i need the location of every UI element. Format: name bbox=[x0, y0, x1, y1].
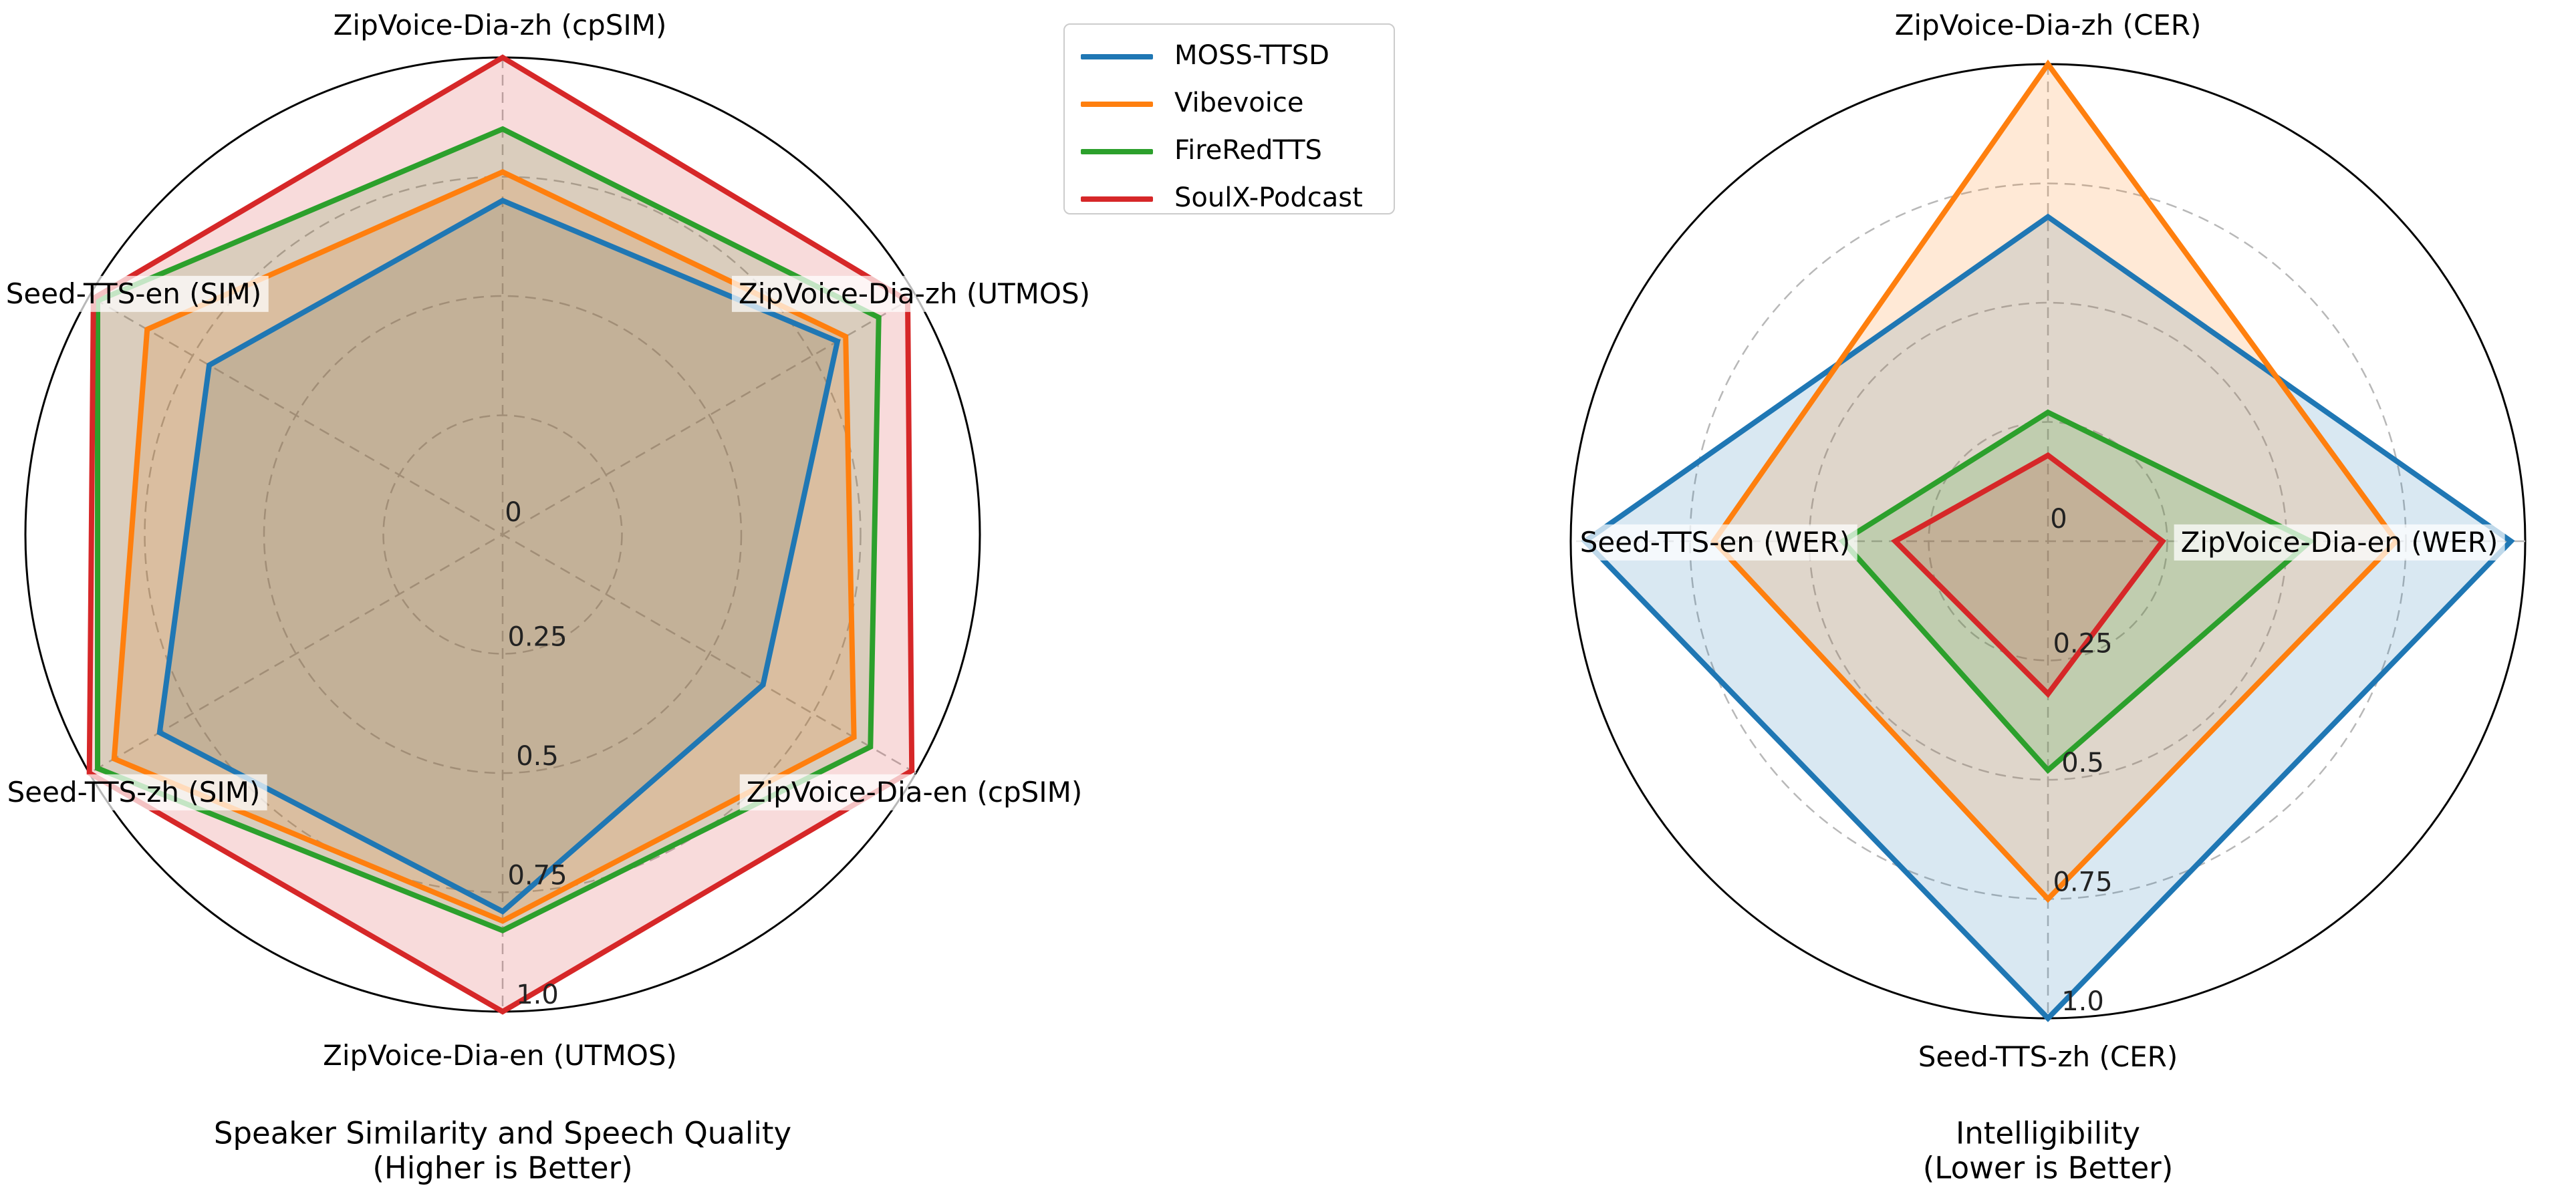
legend-item-moss-ttsd: MOSS-TTSD bbox=[1065, 40, 1394, 71]
tick-label-0: 0 bbox=[505, 497, 521, 528]
tick-label-0.75: 0.75 bbox=[507, 861, 567, 891]
tick-label-0.75: 0.75 bbox=[2053, 867, 2112, 898]
axis-label-zipvoice-dia-en-cpsim: ZipVoice-Dia-en (cpSIM) bbox=[739, 774, 1089, 811]
axis-label-zipvoice-dia-zh-utmos: ZipVoice-Dia-zh (UTMOS) bbox=[731, 275, 1098, 313]
chart-title-intelligibility: Intelligibility bbox=[1955, 1115, 2141, 1151]
series-fill-soulx-podcast bbox=[1895, 455, 2163, 694]
series-line-vibevoice bbox=[111, 168, 857, 924]
series-fill-vibevoice bbox=[114, 172, 854, 921]
tick-label-1.0: 1.0 bbox=[516, 980, 559, 1010]
series-line-soulx-podcast bbox=[1890, 452, 2167, 698]
series-fill-soulx-podcast bbox=[89, 57, 912, 1012]
series-fill-fireredtts bbox=[1843, 412, 2311, 770]
series-line-fireredtts bbox=[1838, 409, 2315, 774]
tick-label-0.25: 0.25 bbox=[507, 622, 567, 653]
chart-title-speaker-similarity-and-speech-quality: Speaker Similarity and Speech Quality bbox=[213, 1115, 792, 1151]
legend-label-vibevoice: Vibevoice bbox=[1174, 88, 1304, 118]
series-fill-moss-ttsd bbox=[1585, 216, 2511, 1018]
chart-subtitle-higher-is-better: (Higher is Better) bbox=[372, 1150, 633, 1186]
series-fill-fireredtts bbox=[98, 129, 879, 931]
axis-label-seed-tts-zh-cer: Seed-TTS-zh (CER) bbox=[1911, 1038, 2185, 1076]
series-line-moss-ttsd bbox=[1581, 213, 2515, 1022]
legend: MOSS-TTSD Vibevoice FireRedTTS SoulX-Podcas… bbox=[1063, 23, 1395, 214]
legend-item-vibevoice: Vibevoice bbox=[1065, 88, 1394, 118]
axis-label-seed-tts-zh-sim: Seed-TTS-zh (SIM) bbox=[0, 774, 267, 811]
spoke-gridline bbox=[89, 295, 916, 774]
series-line-vibevoice bbox=[1710, 59, 2400, 903]
axis-label-zipvoice-dia-zh-cpsim: ZipVoice-Dia-zh (cpSIM) bbox=[326, 7, 674, 44]
tick-label-1.0: 1.0 bbox=[2061, 986, 2104, 1017]
axis-label-zipvoice-dia-zh-cer: ZipVoice-Dia-zh (CER) bbox=[1888, 7, 2208, 44]
axis-label-seed-tts-en-sim: Seed-TTS-en (SIM) bbox=[0, 275, 269, 313]
tick-label-0.5: 0.5 bbox=[2061, 748, 2104, 778]
axis-label-seed-tts-en-wer: Seed-TTS-en (WER) bbox=[1573, 524, 1857, 561]
legend-line-icon-fireredtts bbox=[1081, 149, 1153, 154]
tick-label-0: 0 bbox=[2050, 504, 2067, 535]
legend-label-moss-ttsd: MOSS-TTSD bbox=[1174, 40, 1329, 71]
series-fill-moss-ttsd bbox=[159, 200, 838, 912]
axis-label-zipvoice-dia-en-wer: ZipVoice-Dia-en (WER) bbox=[2174, 524, 2505, 561]
legend-item-soulx-podcast: SoulX-Podcast bbox=[1065, 182, 1394, 213]
legend-item-fireredtts: FireRedTTS bbox=[1065, 135, 1394, 166]
legend-line-icon-moss-ttsd bbox=[1081, 54, 1153, 59]
legend-line-icon-soulx-podcast bbox=[1081, 196, 1153, 202]
series-fill-vibevoice bbox=[1714, 64, 2397, 899]
chart-subtitle-lower-is-better: (Lower is Better) bbox=[1922, 1150, 2174, 1186]
legend-label-soulx-podcast: SoulX-Podcast bbox=[1174, 182, 1363, 213]
tick-label-0.5: 0.5 bbox=[516, 741, 559, 772]
legend-line-icon-vibevoice bbox=[1081, 102, 1153, 107]
axis-label-zipvoice-dia-en-utmos: ZipVoice-Dia-en (UTMOS) bbox=[316, 1037, 684, 1074]
tick-label-0.25: 0.25 bbox=[2053, 629, 2112, 659]
series-line-moss-ttsd bbox=[156, 197, 841, 915]
legend-label-fireredtts: FireRedTTS bbox=[1174, 135, 1322, 166]
